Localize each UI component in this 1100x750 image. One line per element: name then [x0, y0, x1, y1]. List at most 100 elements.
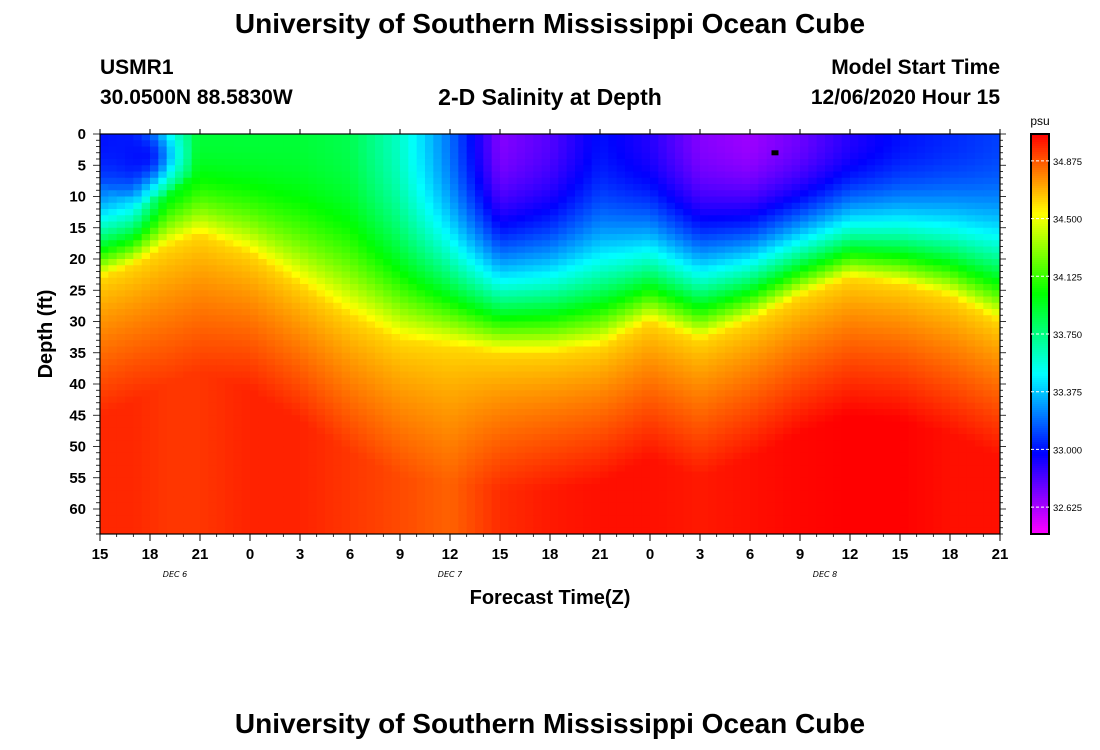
heatmap-cell: [625, 346, 634, 354]
heatmap-cell: [583, 202, 593, 210]
heatmap-cell: [291, 509, 301, 516]
heatmap-cell: [108, 302, 118, 310]
heatmap-cell: [258, 296, 268, 304]
heatmap-cell: [358, 271, 368, 279]
heatmap-cell: [725, 146, 734, 154]
heatmap-cell: [633, 340, 643, 348]
heatmap-cell: [225, 246, 234, 254]
heatmap-cell: [641, 415, 651, 423]
heatmap-cell: [166, 315, 176, 323]
heatmap-cell: [416, 315, 426, 323]
heatmap-cell: [483, 471, 493, 479]
heatmap-cell: [125, 327, 134, 335]
heatmap-cell: [325, 421, 334, 429]
heatmap-cell: [600, 277, 609, 285]
heatmap-cell: [708, 359, 718, 366]
heatmap-cell: [558, 252, 568, 260]
heatmap-cell: [533, 402, 543, 410]
heatmap-cell: [366, 365, 376, 373]
heatmap-cell: [291, 402, 301, 410]
heatmap-cell: [283, 496, 293, 504]
heatmap-cell: [308, 340, 318, 348]
heatmap-cell: [325, 477, 334, 485]
heatmap-cell: [325, 490, 334, 498]
heatmap-cell: [666, 165, 676, 173]
heatmap-cell: [150, 427, 159, 435]
heatmap-cell: [658, 152, 668, 160]
heatmap-cell: [308, 171, 318, 179]
heatmap-cell: [641, 302, 651, 310]
heatmap-cell: [616, 134, 626, 141]
heatmap-cell: [550, 471, 559, 479]
heatmap-cell: [708, 502, 718, 510]
heatmap-cell: [400, 284, 409, 291]
heatmap-cell: [341, 165, 351, 173]
heatmap-cell: [608, 396, 618, 404]
heatmap-cell: [325, 446, 334, 454]
heatmap-cell: [208, 309, 218, 316]
heatmap-cell: [350, 502, 359, 510]
heatmap-cell: [283, 371, 293, 379]
heatmap-cell: [475, 365, 484, 373]
heatmap-cell: [125, 309, 134, 316]
heatmap-cell: [650, 271, 659, 279]
heatmap-cell: [516, 365, 526, 373]
heatmap-cell: [516, 234, 526, 241]
heatmap-cell: [275, 409, 284, 416]
heatmap-cell: [516, 334, 526, 341]
heatmap-cell: [683, 459, 693, 466]
heatmap-cell: [450, 390, 459, 398]
heatmap-cell: [683, 371, 693, 379]
heatmap-cell: [308, 471, 318, 479]
heatmap-cell: [458, 409, 468, 416]
heatmap-cell: [733, 252, 743, 260]
heatmap-cell: [441, 377, 451, 385]
heatmap-cell: [650, 309, 659, 316]
heatmap-cell: [500, 215, 509, 223]
heatmap-cell: [566, 309, 576, 316]
heatmap-cell: [250, 496, 259, 504]
heatmap-cell: [208, 190, 218, 198]
heatmap-cell: [333, 490, 343, 498]
heatmap-cell: [450, 502, 459, 510]
heatmap-cell: [291, 134, 301, 141]
heatmap-cell: [708, 190, 718, 198]
heatmap-cell: [516, 259, 526, 266]
heatmap-cell: [216, 296, 226, 304]
heatmap-cell: [483, 165, 493, 173]
heatmap-cell: [391, 302, 401, 310]
heatmap-cell: [541, 202, 551, 210]
heatmap-cell: [700, 384, 709, 391]
heatmap-cell: [100, 359, 109, 366]
heatmap-cell: [266, 327, 276, 335]
heatmap-cell: [450, 165, 459, 173]
heatmap-cell: [700, 165, 709, 173]
heatmap-cell: [283, 484, 293, 491]
heatmap-cell: [300, 415, 309, 423]
heatmap-cell: [391, 202, 401, 210]
heatmap-cell: [450, 296, 459, 304]
heatmap-cell: [600, 140, 609, 148]
heatmap-cell: [400, 215, 409, 223]
heatmap-cell: [741, 334, 751, 341]
heatmap-cell: [508, 252, 518, 260]
heatmap-cell: [625, 402, 634, 410]
heatmap-cell: [375, 390, 384, 398]
heatmap-cell: [491, 427, 501, 435]
heatmap-cell: [533, 240, 543, 248]
heatmap-cell: [733, 321, 743, 329]
heatmap-cell: [466, 252, 476, 260]
heatmap-cell: [166, 484, 176, 491]
heatmap-cell: [266, 440, 276, 448]
heatmap-cell: [600, 252, 609, 260]
heatmap-cell: [216, 177, 226, 185]
heatmap-cell: [233, 265, 243, 273]
heatmap-cell: [158, 421, 168, 429]
heatmap-cell: [183, 446, 193, 454]
heatmap-cell: [633, 134, 643, 141]
heatmap-cell: [266, 390, 276, 398]
heatmap-cell: [683, 390, 693, 398]
heatmap-cell: [583, 434, 593, 441]
heatmap-cell: [433, 134, 443, 141]
heatmap-cell: [266, 515, 276, 523]
